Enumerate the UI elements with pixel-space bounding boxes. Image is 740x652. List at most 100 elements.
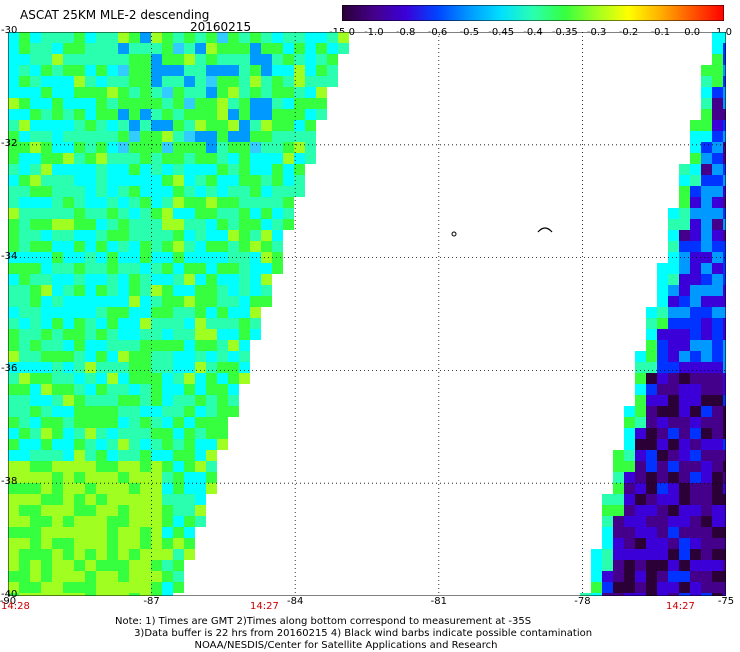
data-cell	[19, 461, 30, 472]
data-cell	[85, 307, 96, 318]
data-cell	[8, 241, 19, 252]
data-cell	[19, 65, 30, 76]
data-cell	[8, 76, 19, 87]
data-cell	[85, 252, 96, 263]
data-cell	[283, 197, 294, 208]
data-cell	[140, 318, 151, 329]
data-cell	[646, 384, 657, 395]
data-cell	[239, 153, 250, 164]
data-cell	[712, 307, 723, 318]
data-cell	[195, 98, 206, 109]
data-cell	[30, 131, 41, 142]
data-cell	[140, 131, 151, 142]
data-cell	[690, 208, 701, 219]
data-cell	[162, 43, 173, 54]
data-cell	[173, 472, 184, 483]
data-cell	[41, 318, 52, 329]
data-cell	[151, 296, 162, 307]
data-cell	[41, 329, 52, 340]
data-cell	[30, 340, 41, 351]
data-cell	[41, 406, 52, 417]
data-cell	[679, 516, 690, 527]
data-cell	[107, 395, 118, 406]
data-cell	[19, 538, 30, 549]
data-cell	[206, 285, 217, 296]
data-cell	[646, 516, 657, 527]
data-cell	[129, 164, 140, 175]
data-cell	[30, 307, 41, 318]
data-cell	[690, 593, 701, 596]
data-cell	[41, 384, 52, 395]
data-cell	[239, 32, 250, 43]
data-cell	[151, 483, 162, 494]
data-cell	[250, 252, 261, 263]
data-cell	[63, 164, 74, 175]
data-cell	[151, 285, 162, 296]
data-cell	[118, 274, 129, 285]
data-cell	[74, 274, 85, 285]
data-cell	[624, 472, 635, 483]
data-cell	[151, 109, 162, 120]
data-cell	[646, 582, 657, 593]
data-cell	[195, 241, 206, 252]
data-cell	[184, 472, 195, 483]
data-cell	[41, 505, 52, 516]
data-cell	[283, 43, 294, 54]
data-cell	[228, 329, 239, 340]
data-cell	[162, 230, 173, 241]
data-cell	[690, 142, 701, 153]
data-cell	[701, 142, 712, 153]
data-cell	[140, 417, 151, 428]
data-cell	[679, 219, 690, 230]
data-cell	[250, 153, 261, 164]
data-cell	[96, 318, 107, 329]
data-cell	[613, 593, 624, 596]
data-cell	[19, 571, 30, 582]
data-cell	[52, 120, 63, 131]
data-cell	[635, 362, 646, 373]
data-cell	[206, 329, 217, 340]
data-cell	[162, 351, 173, 362]
data-cell	[151, 439, 162, 450]
data-cell	[129, 428, 140, 439]
data-cell	[723, 98, 726, 109]
data-cell	[140, 538, 151, 549]
data-cell	[140, 208, 151, 219]
data-cell	[690, 362, 701, 373]
data-cell	[52, 65, 63, 76]
data-cell	[668, 230, 679, 241]
data-cell	[206, 417, 217, 428]
data-cell	[239, 285, 250, 296]
data-cell	[646, 395, 657, 406]
data-cell	[41, 461, 52, 472]
data-cell	[635, 560, 646, 571]
data-cell	[701, 527, 712, 538]
data-cell	[723, 527, 726, 538]
data-cell	[657, 472, 668, 483]
time-label: 14:27	[250, 601, 279, 612]
data-cell	[723, 175, 726, 186]
data-cell	[41, 450, 52, 461]
data-cell	[206, 32, 217, 43]
data-cell	[162, 186, 173, 197]
data-cell	[162, 142, 173, 153]
data-cell	[8, 505, 19, 516]
data-cell	[63, 417, 74, 428]
data-cell	[162, 527, 173, 538]
data-cell	[74, 318, 85, 329]
data-cell	[151, 230, 162, 241]
data-cell	[129, 153, 140, 164]
data-cell	[52, 373, 63, 384]
data-cell	[129, 318, 140, 329]
data-cell	[41, 153, 52, 164]
data-cell	[206, 483, 217, 494]
data-cell	[690, 406, 701, 417]
data-cell	[107, 582, 118, 593]
data-cell	[140, 241, 151, 252]
data-cell	[690, 505, 701, 516]
data-cell	[118, 230, 129, 241]
data-cell	[162, 538, 173, 549]
data-cell	[723, 263, 726, 274]
data-cell	[63, 175, 74, 186]
data-cell	[668, 494, 679, 505]
